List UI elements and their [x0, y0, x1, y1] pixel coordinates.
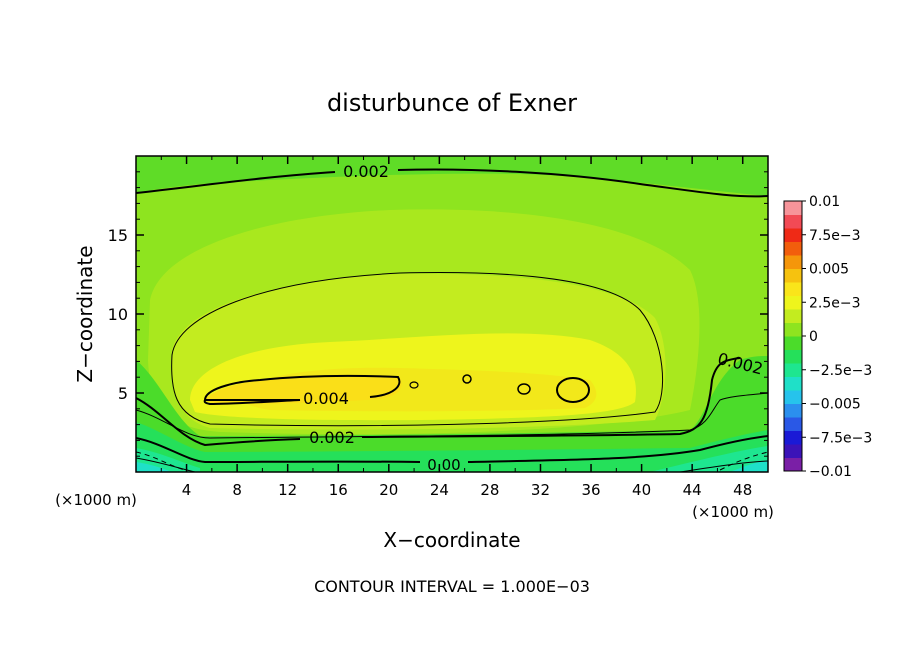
colorbar-label: −0.005	[809, 397, 861, 413]
colorbar-swatch	[784, 363, 802, 377]
contour-line-lower-thin	[136, 392, 768, 439]
colorbar-swatch	[784, 201, 802, 215]
colorbar-label: −7.5e−3	[809, 430, 872, 446]
x-tick-label: 28	[480, 481, 499, 499]
colorbar-label: 0.005	[809, 262, 849, 278]
y-tick-label: 5	[118, 384, 128, 403]
x-axis-label: X−coordinate	[383, 528, 520, 552]
field-fill-bottom-green-2	[136, 422, 768, 472]
colorbar: 0.01 7.5e−3 0.005 2.5e−3 0 −2.5e−3 −0.005 −7.5e…	[783, 194, 872, 480]
contour-loop-4	[409, 381, 419, 389]
contour-line-lower-0.002	[136, 357, 741, 447]
colorbar-swatch	[784, 444, 802, 458]
contour-line-0.004	[203, 375, 401, 406]
colorbar-label: 7.5e−3	[809, 228, 861, 244]
colorbar-swatch	[784, 430, 802, 445]
y-tick-label: 10	[108, 305, 128, 324]
x-tick-label: 16	[329, 481, 348, 499]
contour-label: 0.002	[309, 428, 355, 447]
plot-area	[136, 156, 768, 472]
colorbar-swatch	[784, 241, 802, 256]
contour-line-zero	[136, 435, 768, 464]
colorbar-label: −2.5e−3	[809, 363, 872, 379]
colorbar-swatch	[784, 268, 802, 283]
contour-label: 0.004	[303, 389, 349, 408]
contour-label: 0.002	[343, 162, 389, 181]
colorbar-swatch	[784, 457, 802, 472]
colorbar-label: 0.01	[809, 194, 840, 210]
x-tick-label: 40	[632, 481, 651, 499]
colorbar-swatch	[784, 214, 802, 229]
x-tick-label: 20	[379, 481, 398, 499]
colorbar-label: 2.5e−3	[809, 295, 861, 311]
x-unit-left: (×1000 m)	[55, 491, 137, 509]
y-axis-label: Z−coordinate	[73, 245, 97, 382]
x-tick-label: 12	[278, 481, 297, 499]
x-tick-label: 4	[182, 481, 192, 499]
colorbar-swatch	[784, 403, 802, 418]
colorbar-swatch	[784, 376, 802, 391]
field-fill-bottom-teal	[136, 446, 768, 472]
colorbar-swatch	[784, 228, 802, 242]
contour-line-upper-0.002	[136, 168, 768, 198]
contour-loop-1	[556, 377, 590, 403]
y-tick-label: 15	[108, 226, 128, 245]
contour-loop-2	[517, 383, 531, 395]
colorbar-swatch	[784, 295, 802, 310]
colorbar-label: 0	[809, 329, 818, 345]
field-fill-level-7	[205, 374, 402, 404]
y-axis: 5 10 15	[108, 171, 768, 457]
x-tick-label: 36	[581, 481, 600, 499]
field-fill-top	[136, 156, 768, 196]
x-tick-label: 24	[430, 481, 449, 499]
x-axis: 4 8 12 16 20 24 28 32 36 40 44 48	[160, 156, 752, 499]
colorbar-swatch	[784, 322, 802, 337]
field-fill-bottom-green	[136, 356, 768, 472]
contour-interval-note: CONTOUR INTERVAL = 1.000E−03	[314, 577, 590, 596]
colorbar-swatch	[784, 336, 802, 350]
colorbar-label: −0.01	[809, 464, 852, 480]
x-tick-label: 32	[531, 481, 550, 499]
colorbar-swatch	[784, 390, 802, 404]
colorbar-swatch	[784, 309, 802, 323]
x-tick-label: 8	[232, 481, 242, 499]
contour-label: 0.00	[427, 456, 460, 474]
contour-line-inner	[171, 271, 664, 427]
colorbar-swatch	[784, 282, 802, 296]
chart-title: disturbunce of Exner	[327, 89, 577, 117]
x-unit-right: (×1000 m)	[692, 503, 774, 521]
colorbar-swatch	[784, 349, 802, 364]
colorbar-swatch	[784, 417, 802, 431]
contour-loop-3	[462, 374, 472, 384]
x-tick-label: 44	[683, 481, 702, 499]
contour-lines	[136, 168, 768, 472]
x-tick-label: 48	[733, 481, 752, 499]
colorbar-swatch	[784, 255, 802, 269]
